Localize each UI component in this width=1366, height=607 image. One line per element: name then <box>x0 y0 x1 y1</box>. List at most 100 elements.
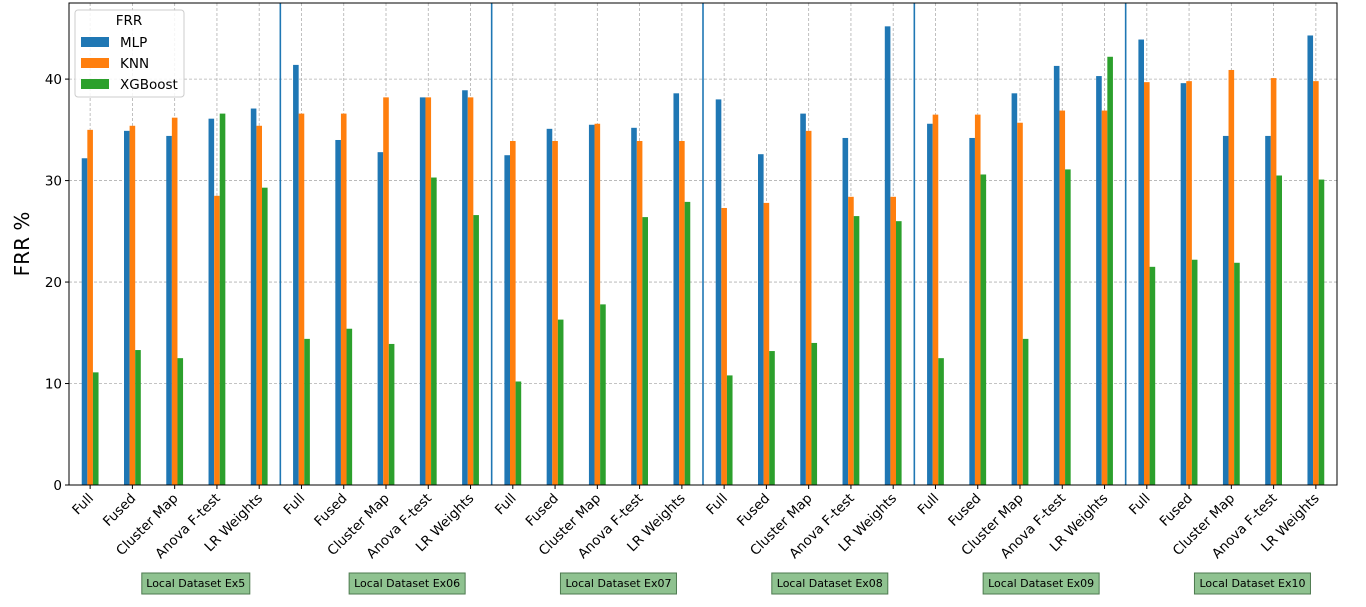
dataset-group-label: Local Dataset Ex08 <box>777 577 883 590</box>
bar-knn <box>679 141 685 485</box>
bar-xgboost <box>431 177 437 486</box>
bar-knn <box>848 196 854 485</box>
x-tick-label: Fused <box>1157 491 1196 530</box>
bar-xgboost <box>642 217 648 485</box>
bar-mlp <box>1096 76 1102 486</box>
bar-mlp <box>419 97 426 485</box>
bar-mlp <box>1307 35 1314 485</box>
bar-xgboost <box>938 358 944 485</box>
bar-mlp <box>293 64 299 485</box>
bar-knn <box>721 207 727 485</box>
bar-knn <box>805 130 812 485</box>
bar-mlp <box>842 137 849 485</box>
bar-knn <box>1186 81 1192 485</box>
dataset-group-box <box>141 572 251 595</box>
bar-mlp <box>462 90 468 486</box>
bar-xgboost <box>896 221 902 485</box>
x-tick-label: Full <box>915 491 943 519</box>
legend-title: FRR <box>116 13 143 29</box>
legend: FRR MLP KNN XGBoost <box>74 9 185 98</box>
legend-label-mlp: MLP <box>120 35 147 51</box>
bar-mlp <box>377 152 384 485</box>
x-tick-label: Fused <box>945 491 984 530</box>
bar-mlp <box>1138 39 1144 486</box>
legend-label-knn: KNN <box>120 56 149 72</box>
bar-mlp <box>81 158 88 485</box>
bar-knn <box>763 202 770 486</box>
bar-mlp <box>673 93 680 485</box>
bar-knn <box>383 97 389 485</box>
bar-mlp <box>335 139 341 485</box>
bar-knn <box>256 125 262 486</box>
bar-xgboost <box>769 351 775 485</box>
x-tick-label: Full <box>69 491 97 519</box>
x-tick-label: Fused <box>311 491 350 530</box>
bar-knn <box>594 123 601 485</box>
bar-xgboost <box>1318 179 1325 485</box>
legend-box <box>74 9 185 98</box>
bar-mlp <box>715 99 722 486</box>
bar-mlp <box>166 135 172 485</box>
bar-knn <box>171 117 178 486</box>
bar-mlp <box>1011 93 1018 485</box>
x-tick-label: Full <box>703 491 731 519</box>
legend-swatch-mlp <box>81 37 109 47</box>
x-tick-label: Fused <box>100 491 139 530</box>
legend-label-xgboost: XGBoost <box>120 77 178 93</box>
bar-mlp <box>800 113 806 485</box>
dataset-group-labels: Local Dataset Ex5 Local Dataset Ex06 Local… <box>141 572 1311 595</box>
bar-xgboost <box>1191 259 1198 485</box>
bar-mlp <box>588 124 595 485</box>
x-tick-label: Fused <box>734 491 773 530</box>
bar-xgboost <box>515 381 522 485</box>
dataset-group-label: Local Dataset Ex07 <box>565 577 671 590</box>
bar-mlp <box>1053 65 1060 485</box>
bar-mlp <box>884 26 891 485</box>
bar-mlp <box>208 118 215 486</box>
bar-xgboost <box>557 319 564 485</box>
bar-knn <box>1101 110 1108 485</box>
bar-xgboost <box>600 304 606 485</box>
x-tick-label: Full <box>492 491 520 519</box>
bar-mlp <box>504 155 510 486</box>
legend-swatch-knn <box>81 58 109 68</box>
bar-knn <box>129 125 136 486</box>
bar-mlp <box>927 123 933 485</box>
bar-knn <box>1270 78 1277 486</box>
bar-knn <box>890 196 896 485</box>
y-tick-label: 40 <box>45 72 62 88</box>
dataset-group-box <box>771 572 889 595</box>
dataset-group-label: Local Dataset Ex09 <box>988 577 1094 590</box>
bar-mlp <box>250 108 257 486</box>
bar-mlp <box>1222 135 1229 485</box>
bar-knn <box>467 97 474 485</box>
bar-xgboost <box>684 201 691 485</box>
bar-xgboost <box>219 113 226 485</box>
bar-xgboost <box>92 372 99 485</box>
y-tick-label: 10 <box>45 377 62 393</box>
bar-knn <box>552 141 558 485</box>
dataset-group-box <box>348 572 466 595</box>
bar-knn <box>298 113 305 485</box>
bar-knn <box>340 113 347 485</box>
dataset-group-label: Local Dataset Ex5 <box>146 577 245 590</box>
bar-xgboost <box>346 328 353 485</box>
bar-knn <box>932 114 939 485</box>
bar-knn <box>1228 69 1235 486</box>
bar-mlp <box>124 130 130 485</box>
bar-mlp <box>631 127 637 486</box>
y-tick-label: 0 <box>53 478 62 494</box>
bar-knn <box>1144 82 1150 485</box>
y-tick-label: 30 <box>45 174 62 190</box>
bar-xgboost <box>262 187 268 485</box>
bar-xgboost <box>726 375 733 485</box>
dataset-group-box <box>982 572 1100 595</box>
bar-knn <box>636 141 643 485</box>
bar-knn <box>87 129 93 485</box>
bar-xgboost <box>388 343 395 485</box>
bar-mlp <box>1265 135 1271 485</box>
y-axis-label: FRR % <box>10 212 34 277</box>
bar-knn <box>974 114 981 485</box>
bar-mlp <box>758 154 764 485</box>
x-tick-label: Full <box>281 491 309 519</box>
